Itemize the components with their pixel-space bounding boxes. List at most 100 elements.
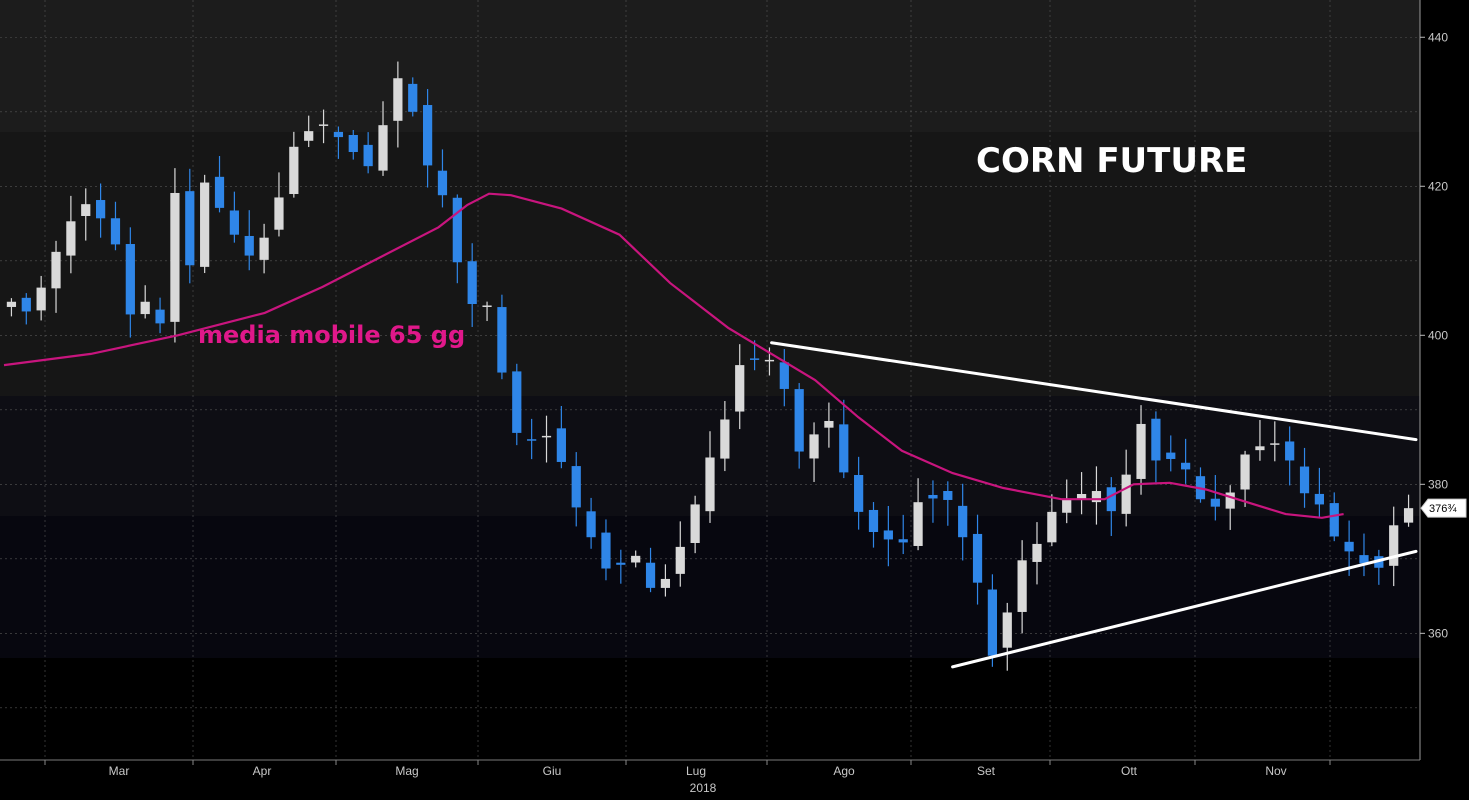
candle-body <box>1181 462 1191 470</box>
candle-body <box>1210 498 1220 507</box>
candle-body <box>200 182 210 267</box>
candle-body <box>735 365 745 412</box>
candle-body <box>883 530 893 540</box>
candle-body <box>1136 423 1146 479</box>
candle-body <box>913 502 923 546</box>
candle-body <box>214 176 225 208</box>
candle-body <box>1166 452 1176 459</box>
x-tick-label: Giu <box>543 764 562 778</box>
candle-body <box>170 192 180 322</box>
y-tick-label: 440 <box>1428 30 1448 44</box>
candle-body <box>1240 454 1250 490</box>
last-price-tag: 376¾ <box>1420 498 1467 518</box>
candle-body <box>675 546 685 574</box>
candle-body <box>764 359 775 362</box>
last-price-value: 376¾ <box>1429 503 1457 515</box>
x-tick-label: Mag <box>395 764 418 778</box>
candle-body <box>110 218 121 245</box>
candle-body <box>21 297 31 312</box>
last-price-tag-shape <box>1420 498 1467 518</box>
candle-body <box>66 221 76 256</box>
candle-body <box>6 301 17 307</box>
year-label: 2018 <box>690 781 717 795</box>
candle-body <box>363 144 373 167</box>
y-tick-label: 420 <box>1428 179 1448 193</box>
background-bands <box>0 0 1420 760</box>
candle-body <box>1344 541 1354 552</box>
moving-average-label: media mobile 65 gg <box>198 321 465 349</box>
candle-body <box>1314 493 1324 505</box>
candle-body <box>690 504 700 543</box>
background-band <box>0 658 1420 760</box>
y-axis-ticks: 360 380 400 420 440 <box>1420 30 1448 640</box>
candle-body <box>1225 492 1235 509</box>
y-tick-label: 400 <box>1428 328 1448 342</box>
candle-body <box>1151 418 1161 461</box>
candle-body <box>660 578 671 588</box>
x-tick-label: Apr <box>253 764 272 778</box>
candle-body <box>422 105 433 166</box>
candle-body <box>839 424 849 473</box>
candle-body <box>1121 474 1131 514</box>
candle-body <box>1002 612 1012 648</box>
candle-body <box>1091 491 1102 503</box>
candle-body <box>1047 511 1057 543</box>
candle-body <box>185 191 195 266</box>
candle-body <box>437 170 448 196</box>
x-tick-label: Ott <box>1121 764 1138 778</box>
candle-body <box>972 533 983 583</box>
candle-body <box>125 244 135 315</box>
candle-body <box>645 562 656 588</box>
background-band <box>0 516 1420 658</box>
trendlines <box>770 341 1418 669</box>
candle-body <box>720 419 730 459</box>
candle-body <box>749 358 760 360</box>
x-tick-label: Lug <box>686 764 706 778</box>
candle-body <box>928 494 938 499</box>
candle-body <box>1403 508 1414 523</box>
candle-body <box>631 555 641 563</box>
candle-body <box>1062 498 1072 513</box>
candle-body <box>601 532 611 569</box>
candle-body <box>274 197 284 230</box>
y-tick-label: 360 <box>1428 626 1448 640</box>
grid-lines <box>0 0 1420 761</box>
candle-body <box>482 305 492 307</box>
x-tick-label: Nov <box>1265 764 1286 778</box>
candle-body <box>497 307 507 373</box>
candle-body <box>348 134 358 152</box>
candle-body <box>898 539 908 543</box>
candle-body <box>854 474 864 512</box>
candle-body <box>244 235 254 256</box>
candle-body <box>393 78 403 121</box>
candle-body <box>51 251 61 289</box>
candle-body <box>527 439 537 441</box>
candle-body <box>318 124 329 126</box>
candle-body <box>229 210 239 235</box>
candle-body <box>1017 560 1027 612</box>
candlestick-series <box>6 61 1414 671</box>
candle-body <box>541 435 552 438</box>
candle-body <box>1389 525 1399 566</box>
candle-body <box>408 83 418 112</box>
candle-body <box>1270 443 1280 445</box>
candle-body <box>1076 494 1087 500</box>
chart-title: CORN FUTURE <box>976 141 1247 181</box>
moving-average-line <box>3 192 1344 519</box>
candle-body <box>333 131 344 138</box>
candle-body <box>586 511 596 538</box>
candle-body <box>1359 555 1369 564</box>
candle-body <box>556 428 566 462</box>
x-axis-ticks: Mar Apr Mag Giu Lug Ago Set Ott Nov <box>44 760 1331 778</box>
candle-body <box>452 197 462 263</box>
candle-body <box>512 371 522 433</box>
candle-body <box>304 131 314 141</box>
candle-body <box>81 204 91 216</box>
candle-body <box>140 301 150 315</box>
candle-body <box>943 491 953 500</box>
candle-body <box>36 287 46 311</box>
background-band <box>0 0 1420 132</box>
candle-body <box>467 261 477 304</box>
candle-body <box>794 389 804 452</box>
